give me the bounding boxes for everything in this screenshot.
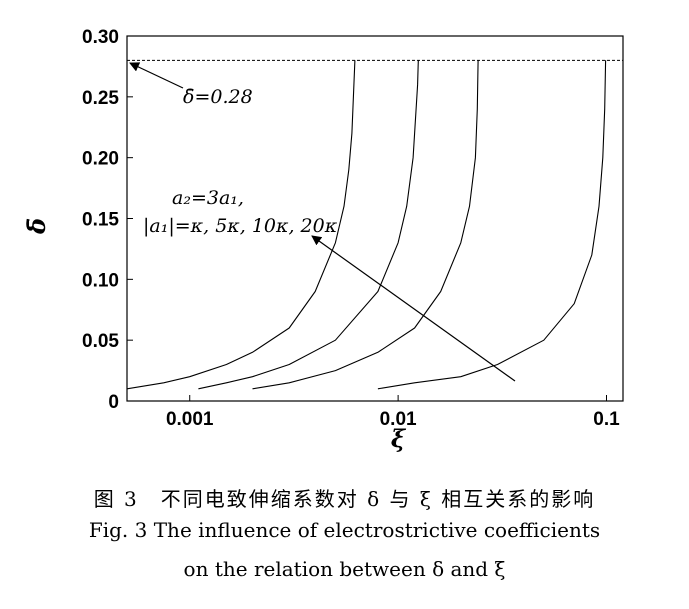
caption-english-line-1: Fig. 3 The influence of electrostrictive… bbox=[88, 518, 601, 542]
x-axis-label: ξ bbox=[391, 424, 407, 453]
y-tick-label: 0 bbox=[108, 392, 119, 413]
y-tick-label: 0.05 bbox=[82, 331, 119, 352]
series-line bbox=[198, 60, 419, 390]
y-tick-label: 0.10 bbox=[82, 270, 119, 291]
annotation-arrow bbox=[311, 235, 516, 382]
x-tick-label: 0.1 bbox=[593, 409, 620, 430]
annotation-line-2: |a₁|=κ, 5κ, 10κ, 20κ bbox=[143, 215, 338, 237]
x-tick-label: 0.001 bbox=[166, 409, 214, 430]
caption-english-line-2: on the relation between δ and ξ bbox=[183, 557, 506, 581]
y-tick-label: 0.30 bbox=[82, 27, 119, 48]
annotation-line-1: a₂=3a₁, bbox=[172, 187, 244, 209]
y-tick-label: 0.25 bbox=[82, 88, 119, 109]
y-tick-label: 0.15 bbox=[82, 210, 119, 231]
caption-chinese: 图 3 不同电致伸缩系数对 δ 与 ξ 相互关系的影响 bbox=[93, 487, 596, 511]
curves bbox=[126, 60, 607, 390]
series-line bbox=[377, 60, 607, 390]
x-tick-label: 0.01 bbox=[380, 409, 417, 430]
series-line bbox=[126, 60, 356, 390]
reference-arrow bbox=[129, 62, 184, 89]
y-tick-label: 0.20 bbox=[82, 149, 119, 170]
axis-ticks: 0 0.05 0.10 0.15 0.20 0.25 0.30 0.001 0.01 0.1 bbox=[82, 27, 620, 430]
series-line bbox=[252, 60, 479, 390]
reference-label: δ̄=0.28 bbox=[183, 86, 253, 108]
y-axis-label: δ̄ bbox=[22, 218, 51, 235]
chart: 0 0.05 0.10 0.15 0.20 0.25 0.30 0.001 0.01 0.1 δ̄… bbox=[22, 27, 624, 453]
